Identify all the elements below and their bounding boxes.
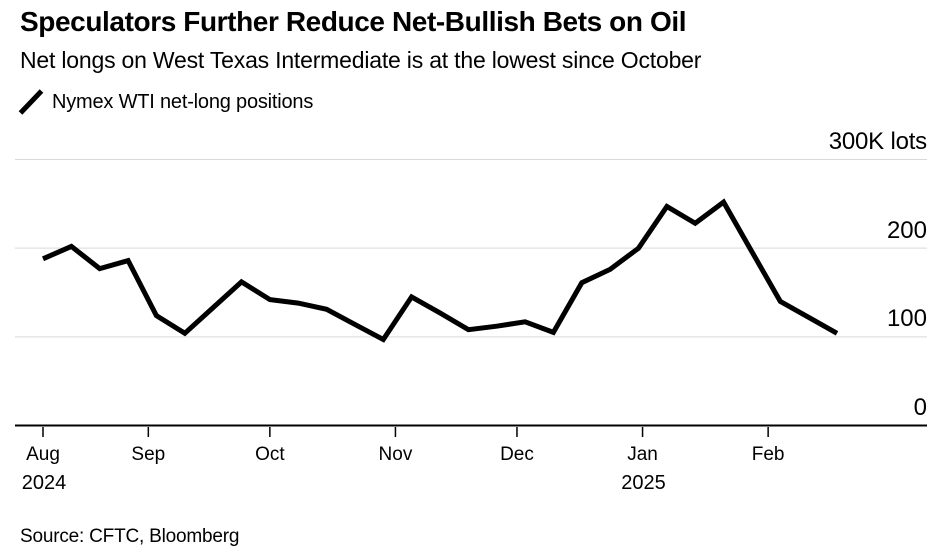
x-tick-label-nov: Nov: [378, 444, 413, 465]
x-tick-label-oct: Oct: [255, 444, 285, 465]
y-axis-unit-label: 300K lots: [828, 128, 927, 155]
x-year-label-2025: 2025: [621, 472, 666, 494]
y-tick-label-0: 0: [913, 394, 927, 421]
x-tick-label-sep: Sep: [131, 444, 166, 465]
series-line-wti-net-longs: [41, 198, 839, 343]
x-tick-label-jan: Jan: [627, 444, 658, 465]
legend-label: Nymex WTI net-long positions: [52, 90, 314, 113]
x-year-label-2024: 2024: [21, 472, 67, 494]
legend: Nymex WTI net-long positions: [18, 88, 313, 116]
y-tick-label-100: 100: [886, 305, 927, 333]
line-series-marker-icon: [18, 89, 44, 115]
source-note: Source: CFTC, Bloomberg: [20, 526, 240, 547]
x-tick-label-feb: Feb: [751, 444, 785, 465]
x-tick-label-aug: Aug: [26, 444, 60, 465]
chart-title: Speculators Further Reduce Net-Bullish B…: [20, 6, 687, 37]
chart-subtitle: Net longs on West Texas Intermediate is …: [20, 47, 702, 73]
x-tick-label-dec: Dec: [500, 444, 534, 465]
y-tick-label-200: 200: [886, 216, 927, 244]
